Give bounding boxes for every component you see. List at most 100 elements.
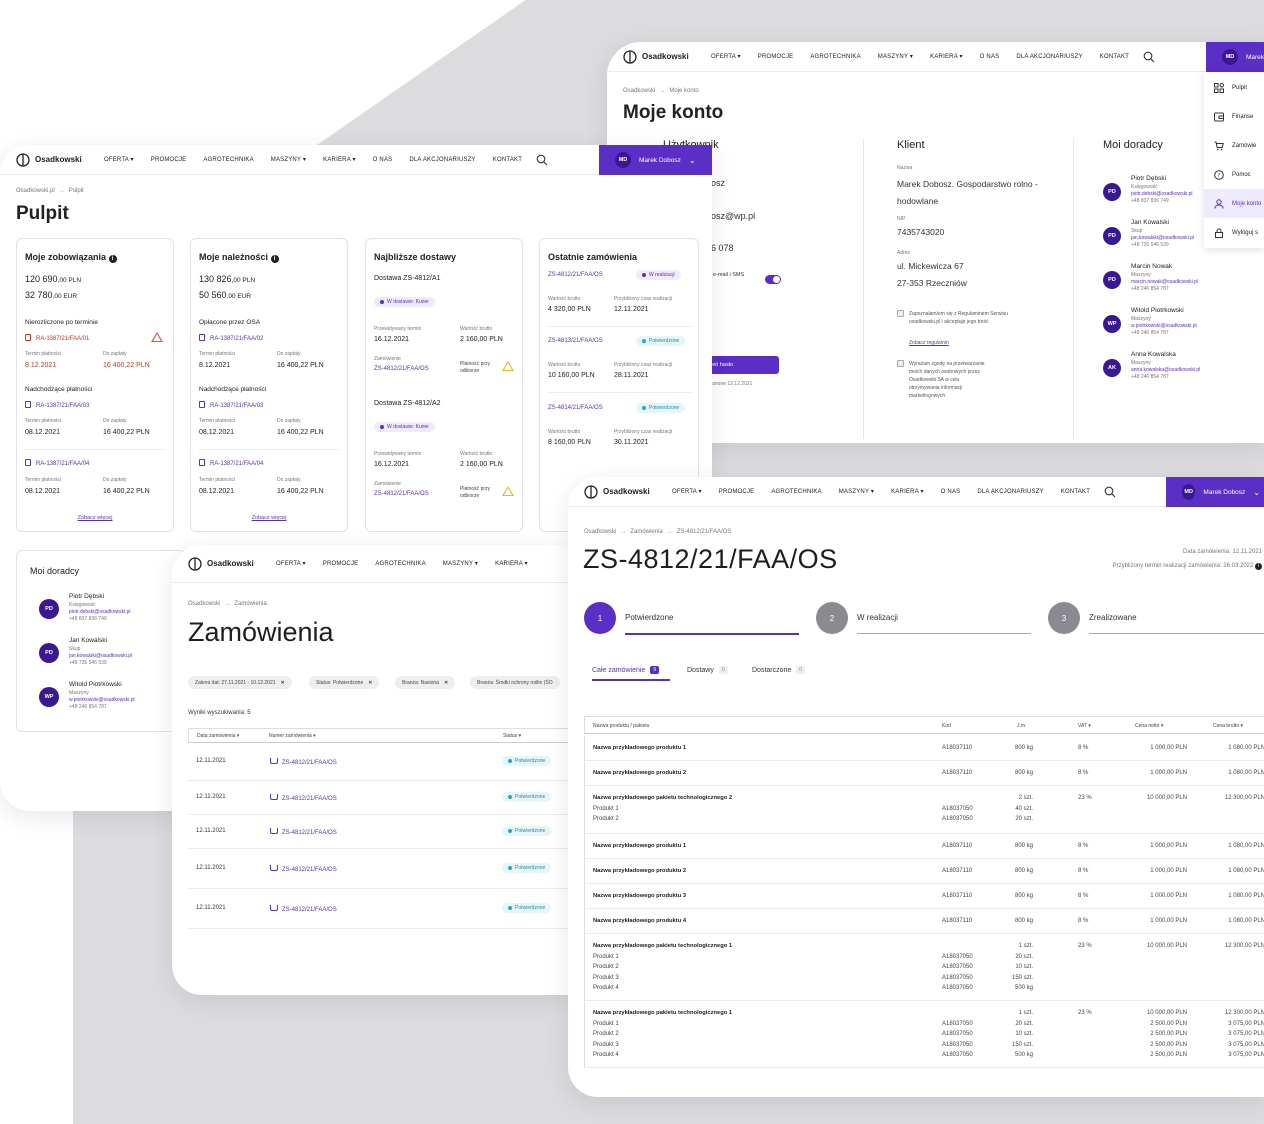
table-row[interactable]: 12.11.2021 ZS-4812/21/FAA/OS Potwierdzone xyxy=(188,743,570,781)
advisor-email[interactable]: piotr.debski@osadkowski.pl xyxy=(69,609,131,615)
table-row[interactable]: 12.11.2021 ZS-4812/21/FAA/OS Potwierdzone xyxy=(188,781,570,815)
crumb-orders[interactable]: Zamówienia xyxy=(630,529,663,535)
close-icon[interactable]: ✕ xyxy=(368,679,373,686)
product-row[interactable]: Nazwa przykładowego produktu 1 A18037110 8… xyxy=(584,736,1264,761)
nav-promocje[interactable]: PROMOCJE xyxy=(757,53,794,60)
logo[interactable]: Osadkowski xyxy=(607,49,711,64)
order-number-link[interactable]: ZS-4814/21/FAA/OS xyxy=(548,405,603,411)
consent-terms-checkbox[interactable] xyxy=(897,310,904,317)
advisor-email[interactable]: w.piotrkowski@osadkowski.pl xyxy=(69,697,135,703)
search-icon[interactable] xyxy=(536,154,548,166)
user-menu-button[interactable]: MD Marek xyxy=(1206,42,1264,72)
order-number-link[interactable]: ZS-4813/21/FAA/OS xyxy=(548,338,603,344)
info-icon[interactable]: i xyxy=(1255,563,1262,570)
crumb-home[interactable]: Osadkowski xyxy=(584,529,617,535)
see-more-link[interactable]: Zobacz więcej xyxy=(251,515,287,521)
terms-link[interactable]: Zobacz regulamin xyxy=(909,340,949,346)
overdue-doc-link[interactable]: RA-1387/21/FAA/01 xyxy=(25,334,89,342)
nav-akcjonariusze[interactable]: DLA AKCJONARIUSZY xyxy=(977,488,1044,495)
menu-wyloguj[interactable]: Wyloguj s xyxy=(1204,218,1264,247)
order-number-link[interactable]: ZS-4812/21/FAA/OS xyxy=(548,272,603,278)
nav-maszyny[interactable]: MASZYNY ▾ xyxy=(270,157,307,163)
paid-doc-link[interactable]: RA-1387/21/FAA/02 xyxy=(199,334,263,342)
delivery-order-link[interactable]: ZS-4812/21/FAA/OS xyxy=(374,366,429,372)
nav-kontakt[interactable]: KONTAKT xyxy=(1099,53,1130,60)
col-status[interactable]: Status ▾ xyxy=(503,733,522,739)
menu-zamowienia[interactable]: Zamówie xyxy=(1204,131,1264,160)
crumb-home[interactable]: Osadkowski xyxy=(623,88,656,94)
nav-agrotechnika[interactable]: AGROTECHNIKA xyxy=(771,488,822,495)
upcoming-doc-link[interactable]: RA-1387/21/FAA/04 xyxy=(25,459,89,467)
col-date[interactable]: Data zamówienia ▾ xyxy=(197,733,240,739)
nav-o-nas[interactable]: O NAS xyxy=(979,53,1000,60)
close-icon[interactable]: ✕ xyxy=(280,679,285,686)
product-row[interactable]: Nazwa przykładowego produktu 1 A18037110 8… xyxy=(584,834,1264,859)
change-password-button[interactable]: ień hasło xyxy=(707,356,779,374)
menu-pulpit[interactable]: Pulpit xyxy=(1204,73,1264,102)
upcoming-doc-link[interactable]: RA-1387/21/FAA/03 xyxy=(199,401,263,409)
col-net[interactable]: Cena netto ▾ xyxy=(1135,723,1164,729)
nav-maszyny[interactable]: MASZYNY ▾ xyxy=(877,54,914,60)
nav-agrotechnika[interactable]: AGROTECHNIKA xyxy=(203,156,254,163)
product-row[interactable]: Nazwa przykładowego produktu 2 A18037110 8… xyxy=(584,761,1264,786)
nav-oferta[interactable]: OFERTA ▾ xyxy=(104,157,134,163)
logo[interactable]: Osadkowski xyxy=(172,556,276,571)
nav-oferta[interactable]: OFERTA ▾ xyxy=(711,54,741,60)
table-row[interactable]: 12.11.2021 ZS-4812/21/FAA/OS Potwierdzone xyxy=(188,849,570,889)
nav-maszyny[interactable]: MASZYNY ▾ xyxy=(838,489,875,495)
order-number-link[interactable]: ZS-4812/21/FAA/OS xyxy=(270,758,337,766)
product-row[interactable]: Nazwa przykładowego produktu 3 A18037110 8… xyxy=(584,884,1264,909)
order-number-link[interactable]: ZS-4812/21/FAA/OS xyxy=(270,828,337,836)
product-row[interactable]: Nazwa przykładowego pakietu technologicz… xyxy=(584,1001,1264,1068)
nav-oferta[interactable]: OFERTA ▾ xyxy=(276,561,306,567)
nav-kontakt[interactable]: KONTAKT xyxy=(492,156,523,163)
info-icon[interactable]: i xyxy=(108,255,117,263)
tab-whole-order[interactable]: Całe zamówienie 9 xyxy=(592,666,660,674)
info-icon[interactable]: i xyxy=(270,255,279,263)
nav-promocje[interactable]: PROMOCJE xyxy=(718,488,755,495)
col-number[interactable]: Numer zamówienia ▾ xyxy=(269,733,316,739)
filter-chip-status[interactable]: Status: Potwierdzone ✕ xyxy=(309,676,380,689)
filter-chip-industry-seeds[interactable]: Branża: Nasiona ✕ xyxy=(395,676,456,689)
product-row[interactable]: Nazwa przykładowego pakietu technologicz… xyxy=(584,934,1264,1001)
see-more-link[interactable]: Zobacz więcej xyxy=(77,515,113,521)
nav-kariera[interactable]: KARIERA ▾ xyxy=(930,54,963,60)
delivery-order-link[interactable]: ZS-4812/21/FAA/OS xyxy=(374,491,429,497)
nav-agrotechnika[interactable]: AGROTECHNIKA xyxy=(375,560,426,567)
upcoming-doc-link[interactable]: RA-1387/21/FAA/03 xyxy=(25,401,89,409)
nav-o-nas[interactable]: O NAS xyxy=(940,488,961,495)
user-menu-button[interactable]: MD Marek Dobosz ⌄ xyxy=(1166,477,1264,507)
product-row[interactable]: Nazwa przykładowego pakietu technologicz… xyxy=(584,786,1264,834)
nav-akcjonariusze[interactable]: DLA AKCJONARIUSZY xyxy=(409,156,476,163)
nav-kariera[interactable]: KARIERA ▾ xyxy=(891,489,924,495)
consent-marketing-checkbox[interactable] xyxy=(897,360,904,367)
logo[interactable]: Osadkowski xyxy=(0,152,104,167)
menu-pomoc[interactable]: ? Pomoc xyxy=(1204,160,1264,189)
product-row[interactable]: Nazwa przykładowego produktu 2 A18037110 8… xyxy=(584,859,1264,884)
menu-finanse[interactable]: Finanse xyxy=(1204,102,1264,131)
tab-deliveries[interactable]: Dostawy 0 xyxy=(687,666,728,674)
col-vat[interactable]: VAT ▾ xyxy=(1078,723,1091,729)
tab-delivered[interactable]: Dostarczone 0 xyxy=(752,666,806,674)
crumb-home[interactable]: Osadkowski.pl xyxy=(16,188,55,194)
search-icon[interactable] xyxy=(1143,51,1155,63)
advisor-email[interactable]: marcin.nowak@osadkowski.pl xyxy=(1131,279,1199,285)
sms-toggle[interactable] xyxy=(765,275,781,284)
nav-promocje[interactable]: PROMOCJE xyxy=(150,156,187,163)
advisor-email[interactable]: w.piotrkowski@osadkowski.pl xyxy=(1131,323,1197,329)
nav-promocje[interactable]: PROMOCJE xyxy=(322,560,359,567)
nav-o-nas[interactable]: O NAS xyxy=(372,156,393,163)
nav-akcjonariusze[interactable]: DLA AKCJONARIUSZY xyxy=(1016,53,1083,60)
table-row[interactable]: 12.11.2021 ZS-4812/21/FAA/OS Potwierdzone xyxy=(188,815,570,849)
nav-oferta[interactable]: OFERTA ▾ xyxy=(672,489,702,495)
menu-moje-konto[interactable]: Moje konto xyxy=(1204,189,1264,218)
upcoming-doc-link[interactable]: RA-1387/21/FAA/04 xyxy=(199,459,263,467)
filter-chip-dates[interactable]: Zakres dat: 27.11.2021 - 10.12.2021 ✕ xyxy=(188,676,292,689)
crumb-home[interactable]: Osadkowski xyxy=(188,601,221,607)
advisor-email[interactable]: piotr.debski@osadkowski.pl xyxy=(1131,191,1193,197)
nav-agrotechnika[interactable]: AGROTECHNIKA xyxy=(810,53,861,60)
search-icon[interactable] xyxy=(1104,486,1116,498)
product-row[interactable]: Nazwa przykładowego produktu 4 A18037110 8… xyxy=(584,909,1264,934)
logo[interactable]: Osadkowski xyxy=(568,484,672,499)
advisor-email[interactable]: jan.kowalski@osadkowski.pl xyxy=(1131,235,1195,241)
